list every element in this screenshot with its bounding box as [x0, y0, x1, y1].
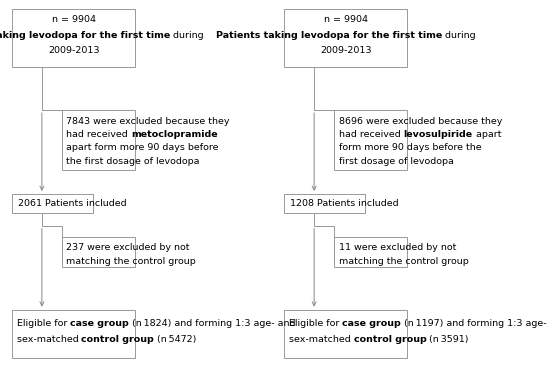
- Text: Eligible for: Eligible for: [289, 319, 342, 328]
- Text: 1208 Patients included: 1208 Patients included: [290, 199, 399, 208]
- Text: matching the control group: matching the control group: [339, 257, 469, 266]
- Text: case group: case group: [342, 319, 401, 328]
- Text: apart form more 90 days before: apart form more 90 days before: [67, 143, 219, 153]
- Text: 11 were excluded by not: 11 were excluded by not: [339, 243, 456, 253]
- Text: first dosage of levodopa: first dosage of levodopa: [339, 157, 454, 166]
- FancyBboxPatch shape: [284, 9, 407, 67]
- Text: 8696 were excluded because they: 8696 were excluded because they: [339, 116, 502, 126]
- Text: had received: had received: [67, 130, 131, 139]
- FancyBboxPatch shape: [12, 194, 93, 213]
- Text: apart: apart: [472, 130, 501, 139]
- Text: Eligible for: Eligible for: [16, 319, 70, 328]
- Text: form more 90 days before the: form more 90 days before the: [339, 143, 481, 153]
- Text: control group: control group: [81, 335, 154, 344]
- Text: (n 5472): (n 5472): [154, 335, 196, 344]
- Text: 237 were excluded by not: 237 were excluded by not: [67, 243, 190, 253]
- FancyBboxPatch shape: [334, 237, 407, 267]
- Text: case group: case group: [70, 319, 129, 328]
- Text: sex-matched: sex-matched: [289, 335, 354, 344]
- Text: 7843 were excluded because they: 7843 were excluded because they: [67, 116, 230, 126]
- Text: during: during: [442, 31, 476, 40]
- Text: n = 9904: n = 9904: [324, 15, 368, 24]
- FancyBboxPatch shape: [62, 237, 135, 267]
- Text: 2009-2013: 2009-2013: [320, 46, 372, 55]
- FancyBboxPatch shape: [12, 310, 135, 358]
- FancyBboxPatch shape: [284, 310, 407, 358]
- Text: (n 1824) and forming 1:3 age- and: (n 1824) and forming 1:3 age- and: [129, 319, 295, 328]
- Text: Patients taking levodopa for the first time: Patients taking levodopa for the first t…: [0, 31, 170, 40]
- Text: the first dosage of levodopa: the first dosage of levodopa: [67, 157, 200, 166]
- Text: n = 9904: n = 9904: [52, 15, 96, 24]
- Text: during: during: [170, 31, 204, 40]
- Text: 2061 Patients included: 2061 Patients included: [18, 199, 126, 208]
- Text: matching the control group: matching the control group: [67, 257, 196, 266]
- Text: (n 1197) and forming 1:3 age- and: (n 1197) and forming 1:3 age- and: [401, 319, 550, 328]
- Text: metoclopramide: metoclopramide: [131, 130, 218, 139]
- Text: control group: control group: [354, 335, 426, 344]
- Text: Patients taking levodopa for the first time: Patients taking levodopa for the first t…: [216, 31, 442, 40]
- Text: 2009-2013: 2009-2013: [48, 46, 100, 55]
- Text: had received: had received: [339, 130, 404, 139]
- FancyBboxPatch shape: [12, 9, 135, 67]
- Text: levosulpiride: levosulpiride: [404, 130, 472, 139]
- FancyBboxPatch shape: [334, 110, 407, 170]
- FancyBboxPatch shape: [284, 194, 365, 213]
- FancyBboxPatch shape: [62, 110, 135, 170]
- Text: sex-matched: sex-matched: [16, 335, 81, 344]
- Text: (n 3591): (n 3591): [426, 335, 469, 344]
